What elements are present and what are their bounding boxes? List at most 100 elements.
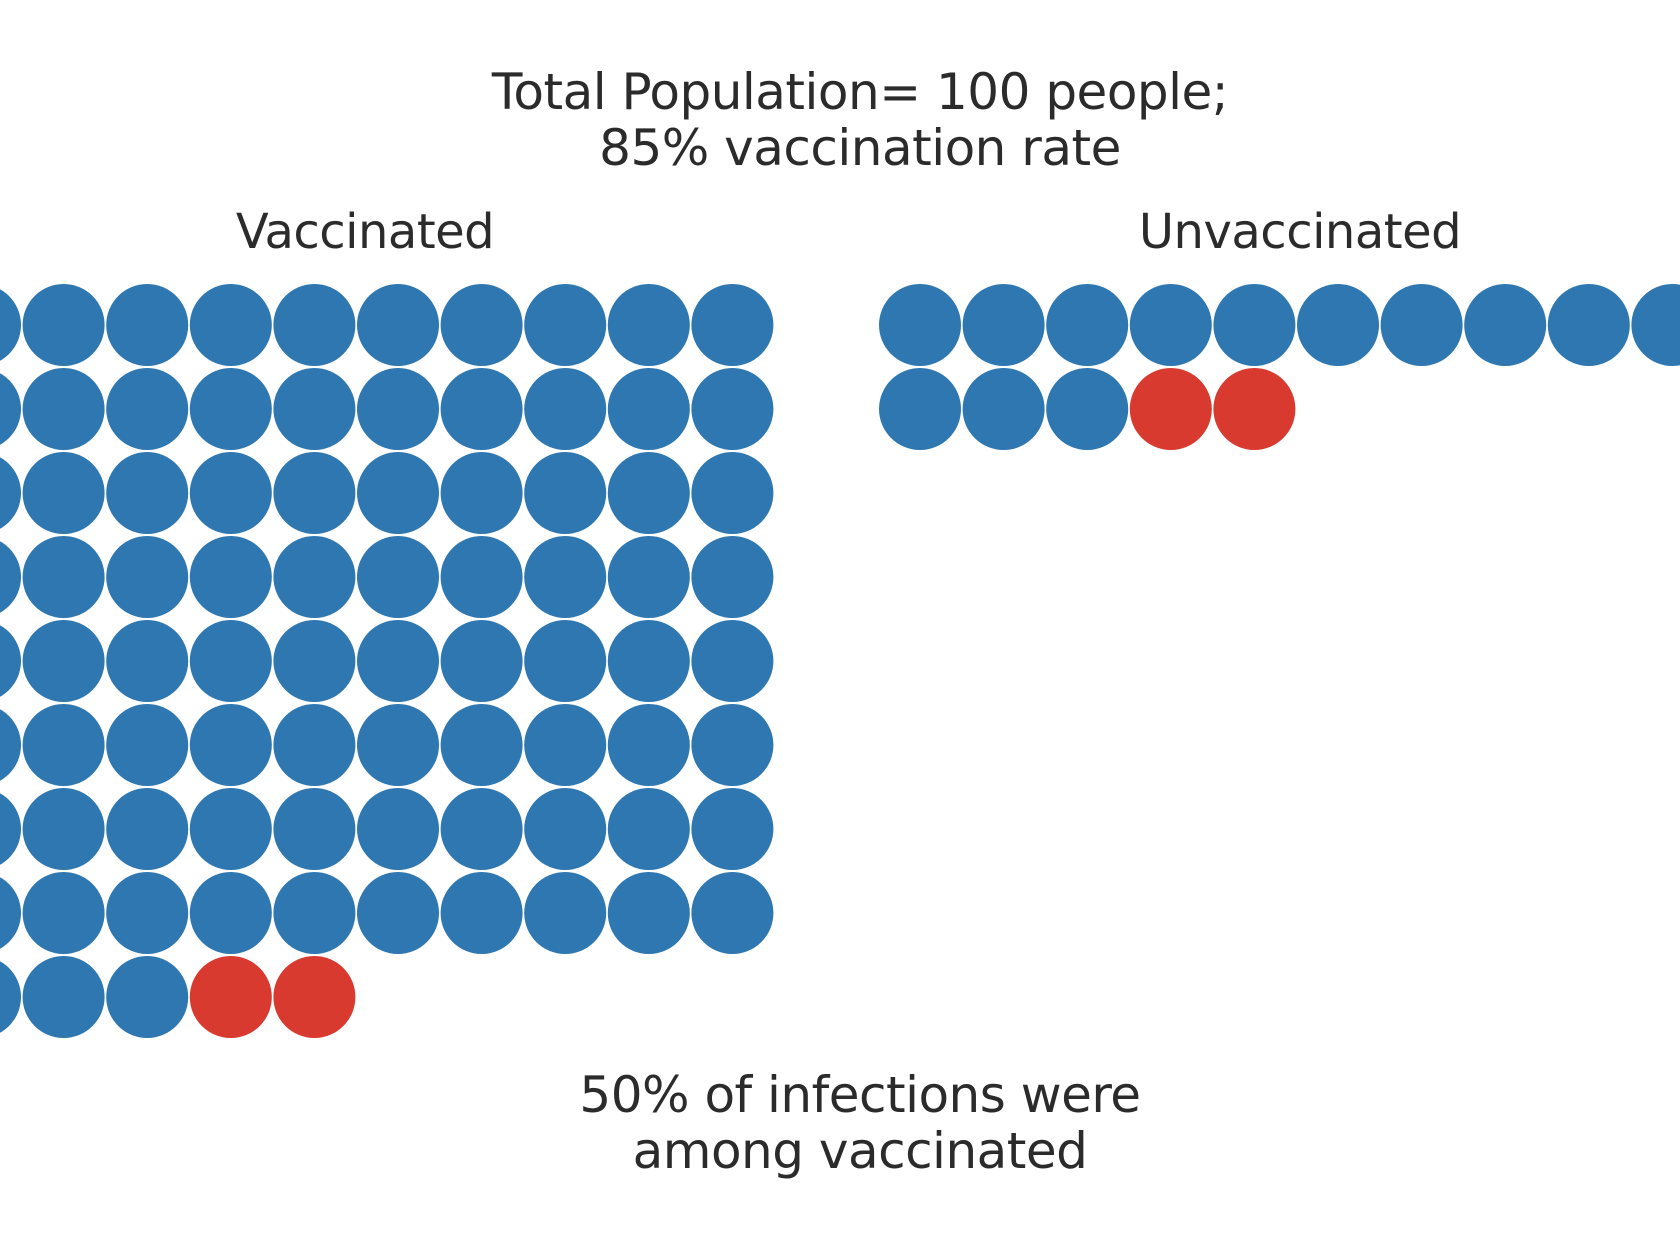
vaccinated-person-dot	[273, 872, 356, 954]
chart-caption-line-1: 50% of infections were	[579, 1066, 1141, 1124]
unvaccinated-infected-person-dot	[1129, 368, 1212, 450]
vaccinated-person-dot	[440, 452, 523, 534]
vaccinated-person-dot	[22, 788, 105, 870]
vaccinated-person-dot	[106, 368, 189, 450]
vaccinated-person-dot	[22, 536, 105, 618]
vaccinated-person-dot	[691, 368, 774, 450]
vaccinated-person-dot	[357, 872, 439, 954]
vaccinated-person-dot	[691, 452, 774, 534]
unvaccinated-person-dot	[1046, 284, 1129, 366]
vaccinated-person-dot	[0, 457, 21, 529]
vaccinated-person-dot	[691, 704, 774, 786]
vaccinated-person-dot	[189, 704, 272, 786]
vaccinated-person-dot	[22, 872, 105, 954]
chart-title-line-1: Total Population= 100 people;	[491, 63, 1229, 121]
vaccinated-person-dot	[691, 872, 774, 954]
vaccinated-person-dot	[189, 788, 272, 870]
vaccinated-person-dot	[0, 289, 21, 361]
vaccinated-person-dot	[607, 452, 690, 534]
vaccinated-person-dot	[607, 872, 690, 954]
vaccinated-person-dot	[524, 368, 607, 450]
chart-title-line-2: 85% vaccination rate	[599, 119, 1121, 177]
vaccinated-person-dot	[440, 536, 523, 618]
vaccinated-person-dot	[22, 284, 105, 366]
vaccinated-person-dot	[691, 788, 774, 870]
vaccinated-person-dot	[0, 541, 21, 613]
vaccinated-person-dot	[357, 536, 439, 618]
vaccinated-person-dot	[607, 620, 690, 702]
vaccinated-person-dot	[607, 284, 690, 366]
vaccinated-person-dot	[106, 872, 189, 954]
vaccinated-person-dot	[22, 368, 105, 450]
vaccinated-person-dot	[607, 788, 690, 870]
unvaccinated-person-dot	[879, 368, 961, 450]
vaccinated-person-dot	[691, 284, 774, 366]
vaccinated-person-dot	[524, 536, 607, 618]
unvaccinated-person-dot	[1297, 284, 1379, 366]
vaccinated-dot-group	[0, 284, 774, 1038]
vaccinated-person-dot	[524, 788, 607, 870]
vaccinated-person-dot	[524, 284, 607, 366]
unvaccinated-person-dot	[962, 368, 1045, 450]
vaccinated-person-dot	[106, 536, 189, 618]
vaccinated-person-dot	[189, 872, 272, 954]
vaccinated-person-dot	[106, 452, 189, 534]
vaccinated-person-dot	[106, 788, 189, 870]
vaccinated-person-dot	[440, 704, 523, 786]
vaccinated-person-dot	[524, 704, 607, 786]
vaccinated-person-dot	[273, 284, 356, 366]
vaccinated-person-dot	[607, 536, 690, 618]
vaccinated-person-dot	[0, 877, 21, 949]
vaccinated-person-dot	[0, 373, 21, 445]
vaccinated-person-dot	[0, 961, 21, 1033]
vaccinated-person-dot	[440, 620, 523, 702]
vaccinated-person-dot	[440, 284, 523, 366]
vaccinated-person-dot	[22, 620, 105, 702]
vaccinated-person-dot	[273, 452, 356, 534]
vaccinated-person-dot	[273, 536, 356, 618]
unvaccinated-person-dot	[1129, 284, 1212, 366]
unvaccinated-infected-person-dot	[1213, 368, 1296, 450]
vaccinated-person-dot	[440, 788, 523, 870]
unvaccinated-person-dot	[1464, 284, 1547, 366]
unvaccinated-person-dot	[879, 284, 961, 366]
vaccinated-person-dot	[0, 625, 21, 697]
vaccinated-person-dot	[691, 620, 774, 702]
chart-caption-line-2: among vaccinated	[632, 1122, 1088, 1180]
vaccinated-person-dot	[273, 368, 356, 450]
vaccinated-person-dot	[524, 452, 607, 534]
vaccinated-person-dot	[524, 872, 607, 954]
vaccinated-infected-person-dot	[273, 956, 356, 1038]
vaccinated-person-dot	[273, 620, 356, 702]
unvaccinated-dot-group	[879, 284, 1680, 450]
vaccinated-person-dot	[106, 956, 189, 1038]
vaccinated-person-dot	[357, 284, 439, 366]
chart-title: Total Population= 100 people; 85% vaccin…	[0, 64, 1680, 176]
vaccinated-person-dot	[189, 620, 272, 702]
vaccinated-person-dot	[106, 704, 189, 786]
vaccinated-person-dot	[607, 704, 690, 786]
vaccinated-person-dot	[22, 452, 105, 534]
chart-caption: 50% of infections were among vaccinated	[0, 1067, 1680, 1179]
vaccinated-person-dot	[189, 536, 272, 618]
vaccinated-person-dot	[106, 284, 189, 366]
vaccinated-person-dot	[524, 620, 607, 702]
vaccinated-person-dot	[106, 620, 189, 702]
vaccinated-person-dot	[440, 368, 523, 450]
vaccinated-person-dot	[0, 709, 21, 781]
vaccinated-person-dot	[357, 788, 439, 870]
unvaccinated-person-dot	[1631, 284, 1680, 366]
unvaccinated-person-dot	[1213, 284, 1296, 366]
unvaccinated-person-dot	[962, 284, 1045, 366]
vaccinated-person-dot	[189, 452, 272, 534]
vaccinated-person-dot	[357, 704, 439, 786]
vaccinated-person-dot	[0, 793, 21, 865]
unvaccinated-person-dot	[1547, 284, 1630, 366]
vaccinated-person-dot	[273, 788, 356, 870]
unvaccinated-group-label: Unvaccinated	[1138, 204, 1462, 260]
vaccinated-person-dot	[22, 956, 105, 1038]
vaccinated-person-dot	[357, 368, 439, 450]
vaccinated-person-dot	[357, 620, 439, 702]
